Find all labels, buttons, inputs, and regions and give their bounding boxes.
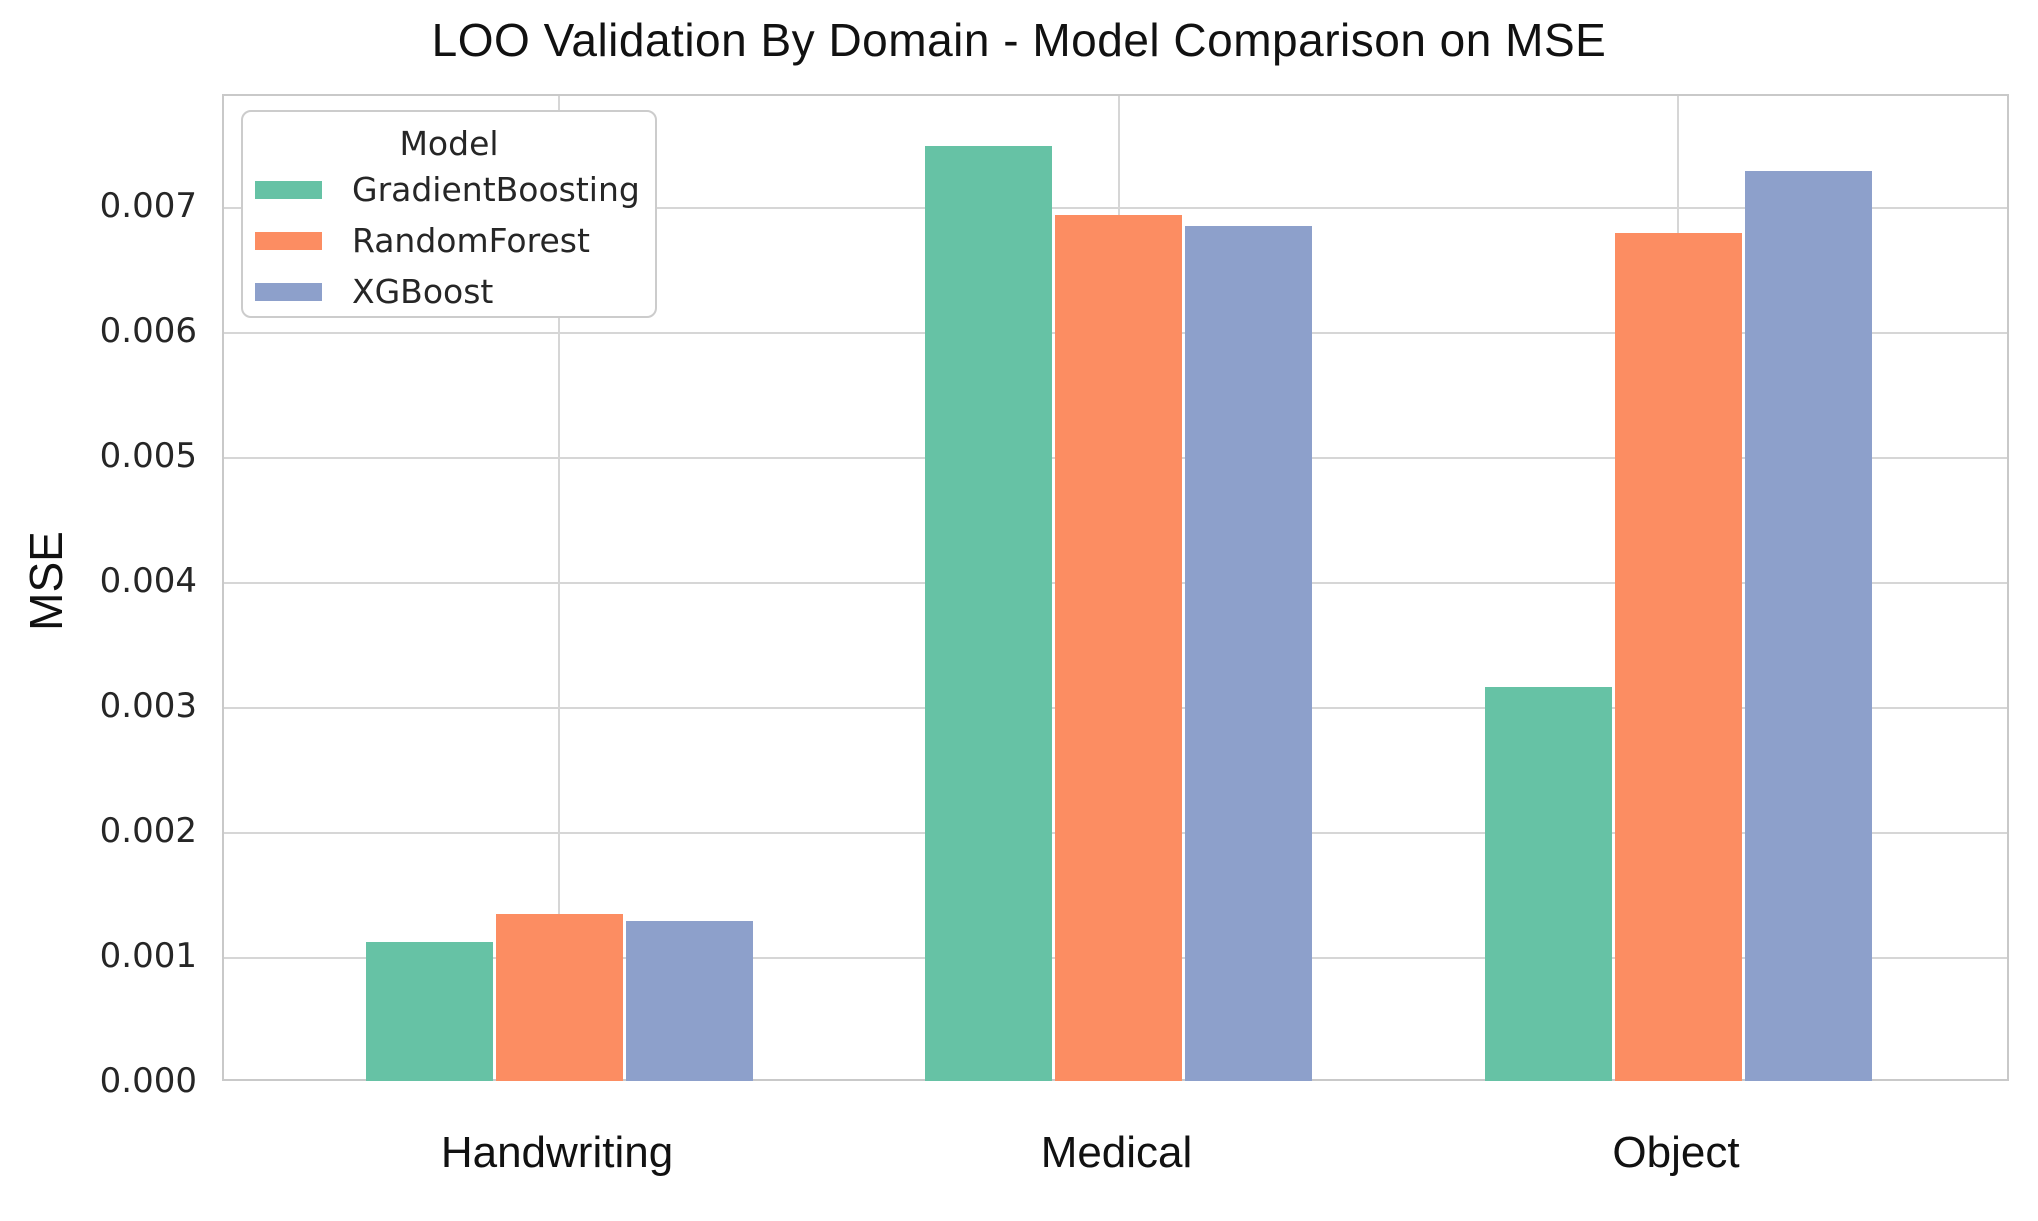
bar-handwriting-xgboost [625,920,753,1081]
legend: Model GradientBoosting RandomForest XGBoos… [241,110,657,318]
bar-object-xgboost [1744,170,1872,1081]
y-tick-label: 0.000 [99,1061,197,1101]
legend-title: Model [399,124,499,163]
legend-item-label: GradientBoosting [352,170,640,209]
bar-medical-randomforest [1055,214,1182,1081]
x-tick-label: Object [1612,1128,1740,1177]
x-tick-label: Handwriting [440,1128,674,1177]
legend-item-label: XGBoost [352,272,494,311]
bar-medical-gradientboosting [925,145,1052,1081]
bar-medical-xgboost [1185,225,1312,1081]
bar-object-randomforest [1614,233,1742,1081]
legend-items: GradientBoosting RandomForest XGBoost [243,164,655,317]
legend-swatch [255,282,322,301]
legend-item-label: RandomForest [352,221,590,260]
y-tick-label: 0.002 [99,811,197,852]
y-tick-label: 0.007 [99,186,197,227]
v-gridline [558,96,560,1079]
y-tick-label: 0.006 [99,311,197,352]
y-tick-label: 0.004 [99,561,197,602]
legend-swatch [255,231,322,250]
y-tick-label: 0.003 [99,686,197,727]
x-tick-label: Medical [1040,1128,1193,1177]
legend-item: XGBoost [243,266,655,317]
y-tick-label: 0.005 [99,436,197,477]
chart-title: LOO Validation By Domain - Model Compari… [431,14,1607,66]
h-gridline [224,207,2007,210]
legend-swatch [255,180,322,199]
plot-area [222,94,2009,1081]
bar-object-gradientboosting [1484,686,1612,1081]
bar-handwriting-randomforest [495,914,623,1081]
legend-item: RandomForest [243,215,655,266]
y-tick-label: 0.001 [99,936,197,977]
bar-handwriting-gradientboosting [365,941,493,1081]
legend-item: GradientBoosting [243,164,655,215]
